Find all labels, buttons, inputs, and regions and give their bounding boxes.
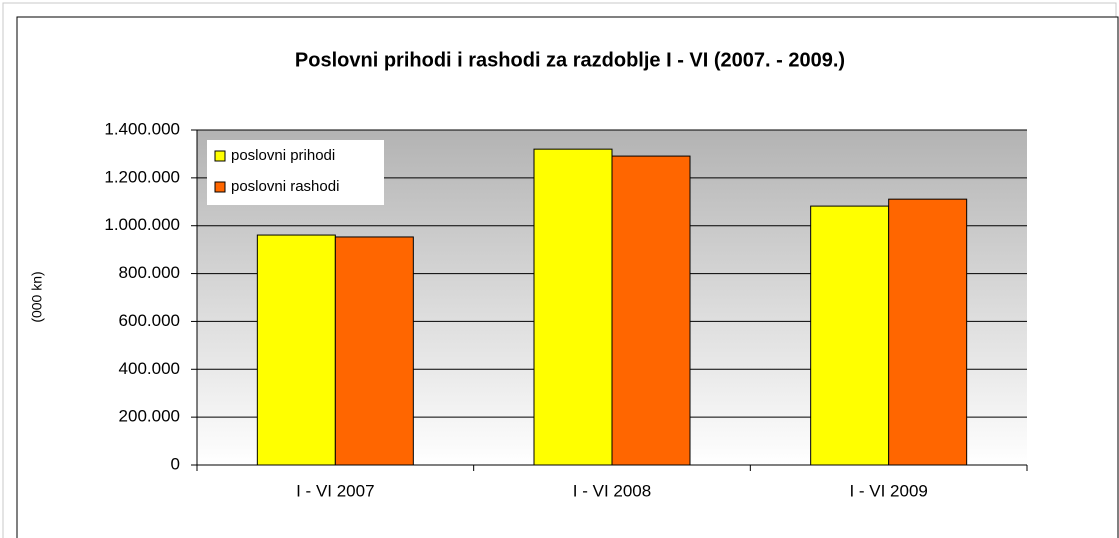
y-tick-label: 400.000 [119,359,180,378]
y-tick-label: 1.000.000 [104,215,180,234]
bar [533,148,613,466]
x-tick-label: I - VI 2009 [849,481,927,500]
y-tick-label: 1.400.000 [104,119,180,138]
x-tick-label: I - VI 2008 [573,481,651,500]
y-tick-label: 0 [171,454,180,473]
bar [611,155,691,466]
y-tick-label: 600.000 [119,311,180,330]
y-tick-label: 200.000 [119,407,180,426]
legend-swatch [214,181,226,193]
bar [256,234,336,466]
chart-title: Poslovni prihodi i rashodi za razdoblje … [295,49,845,71]
x-tick-label: I - VI 2007 [296,481,374,500]
legend-label: poslovni prihodi [231,147,335,164]
legend-swatch [214,150,226,162]
y-axis-label: (000 kn) [29,271,45,322]
y-tick-label: 1.200.000 [104,167,180,186]
bar [888,198,968,466]
legend-box [207,140,384,205]
y-tick-label: 800.000 [119,263,180,282]
legend-label: poslovni rashodi [231,178,339,195]
bar [810,205,890,466]
bar [334,236,414,466]
